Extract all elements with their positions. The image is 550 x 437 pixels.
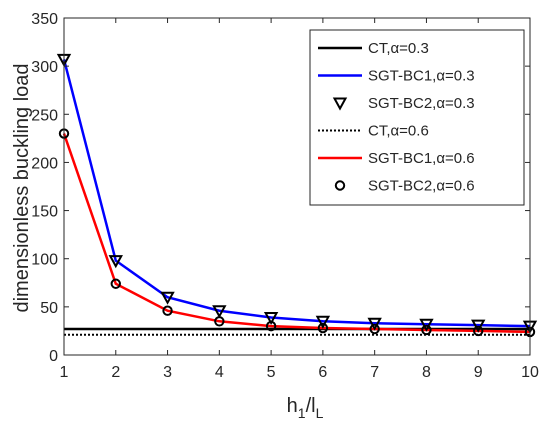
data-point-s6-7	[369, 323, 380, 335]
x-tick-label: 7	[370, 364, 379, 381]
x-axis-label-base: h	[287, 395, 298, 417]
data-point-s6-3	[162, 305, 173, 316]
data-point-s6-8	[421, 324, 432, 336]
y-tick-label: 50	[40, 300, 58, 317]
data-point-s6-5	[265, 320, 277, 332]
y-tick-label: 200	[31, 155, 58, 172]
x-tick-label: 5	[267, 364, 276, 381]
x-axis-label: h1/lL	[287, 395, 324, 421]
axes-box	[63, 17, 531, 356]
x-axis-label-sub1: 1	[298, 405, 306, 421]
legend-marker-3	[332, 97, 348, 111]
plot-area	[56, 53, 538, 338]
data-point-s6-2	[110, 278, 121, 289]
data-point-s3-3	[160, 291, 175, 305]
legend-label-2: SGT-BC1,α=0.3	[368, 68, 475, 85]
data-point-s3-8	[419, 318, 434, 332]
data-point-s6-9	[473, 325, 484, 337]
y-tick-label: 350	[31, 11, 58, 28]
legend-label-alpha: α=0.3	[436, 95, 474, 112]
y-tick-label: 150	[31, 204, 58, 221]
legend-label-name: SGT-BC1,	[368, 150, 436, 167]
legend-label-alpha: α=0.6	[391, 123, 429, 140]
x-tick-label: 3	[163, 364, 172, 381]
legend-label-1: CT,α=0.3	[368, 40, 429, 57]
x-axis-label-mid: /l	[306, 395, 316, 417]
legend-label-5: SGT-BC1,α=0.6	[368, 150, 475, 167]
x-tick-label: 1	[60, 364, 69, 381]
legend-label-alpha: α=0.6	[436, 150, 474, 167]
legend-label-alpha: α=0.6	[436, 178, 474, 195]
data-point-s6-4	[214, 316, 225, 327]
data-point-s6-6	[317, 322, 329, 334]
data-point-s3-7	[367, 317, 382, 331]
x-tick-label: 10	[521, 364, 539, 381]
series-line-2	[62, 59, 531, 328]
legend-label-name: CT,	[368, 123, 391, 140]
legend-marker-6	[334, 180, 346, 191]
legend-box	[309, 29, 525, 206]
x-tick-label: 9	[474, 364, 483, 381]
x-tick-label: 2	[111, 364, 120, 381]
legend-label-name: SGT-BC2,	[368, 178, 436, 195]
legend-label-name: SGT-BC2,	[368, 95, 436, 112]
data-point-s3-2	[108, 255, 123, 269]
x-tick-label: 8	[422, 364, 431, 381]
legend: CT,α=0.3SGT-BC1,α=0.3SGT-BC2,α=0.3CT,α=0…	[309, 29, 525, 206]
y-tick-label: 0	[49, 348, 58, 365]
data-point-s3-4	[212, 305, 227, 319]
x-tick-label: 6	[318, 364, 327, 381]
x-tick-label: 4	[215, 364, 224, 381]
y-axis-label: dimensionless buckling load	[11, 63, 33, 312]
legend-label-alpha: α=0.3	[391, 40, 429, 57]
legend-label-alpha: α=0.3	[436, 68, 474, 85]
legend-label-name: CT,	[368, 40, 391, 57]
legend-label-6: SGT-BC2,α=0.6	[368, 178, 475, 195]
data-point-s3-9	[471, 319, 486, 333]
data-point-s3-6	[315, 315, 331, 329]
legend-label-3: SGT-BC2,α=0.3	[368, 95, 475, 112]
y-tick-label: 300	[31, 59, 58, 76]
legend-label-name: SGT-BC1,	[368, 68, 436, 85]
y-tick-label: 250	[31, 107, 58, 124]
data-point-s3-5	[263, 311, 279, 326]
series-line-5	[62, 133, 531, 334]
legend-label-4: CT,α=0.6	[368, 123, 429, 140]
x-axis-label-sub2: L	[316, 405, 324, 421]
y-tick-label: 100	[31, 252, 58, 269]
